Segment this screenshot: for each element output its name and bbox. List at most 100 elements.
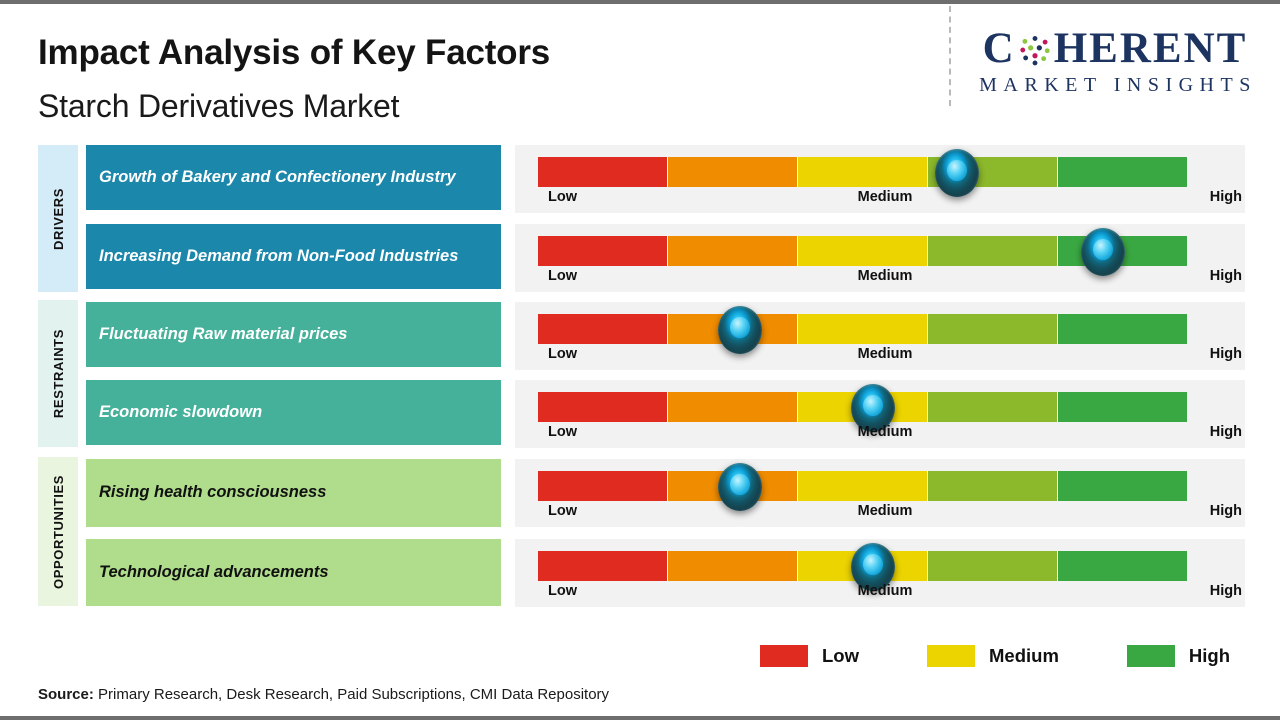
legend-item-medium: Medium (927, 645, 1059, 667)
scale-tick-labels: Low Medium High (538, 346, 1242, 368)
top-divider-rule (0, 0, 1280, 4)
scale-segment-low (538, 314, 668, 344)
impact-scale-bar (538, 157, 1187, 187)
scale-segment-medium-high (928, 314, 1058, 344)
scale-tick-labels: Low Medium High (538, 189, 1242, 211)
scale-segment-low-medium (668, 157, 798, 187)
category-label-restraints: RESTRAINTS (38, 300, 78, 447)
logo-divider-line (949, 6, 951, 106)
logo-letters-herent: HERENT (1053, 24, 1248, 72)
legend-item-high: High (1126, 645, 1230, 667)
scale-segment-high (1058, 392, 1187, 422)
scale-segment-medium-high (928, 471, 1058, 501)
scale-segment-low (538, 157, 668, 187)
impact-scale-bar (538, 314, 1187, 344)
scale-segment-high (1058, 551, 1187, 581)
scale-segment-medium (798, 314, 928, 344)
impact-marker[interactable] (935, 149, 979, 197)
impact-marker[interactable] (718, 463, 762, 511)
impact-scale-bar (538, 392, 1187, 422)
scale-tick-labels: Low Medium High (538, 424, 1242, 446)
scale-segment-medium (798, 157, 928, 187)
scale-tick-labels: Low Medium High (538, 268, 1242, 290)
scale-segment-high (1058, 157, 1187, 187)
scale-segment-low (538, 471, 668, 501)
scale-segment-medium-high (928, 551, 1058, 581)
factor-box-4[interactable]: Economic slowdown (86, 380, 501, 445)
gauge-row-6[interactable]: Low Medium High (515, 539, 1245, 607)
factor-label: Technological advancements (99, 562, 329, 581)
company-logo: C HERENT MARKET INSIGHTS (965, 24, 1265, 102)
scale-segment-low (538, 236, 668, 266)
page-title: Impact Analysis of Key Factors (38, 33, 551, 72)
scale-label-low: Low (548, 424, 577, 440)
gauge-row-5[interactable]: Low Medium High (515, 459, 1245, 527)
scale-segment-low-medium (668, 236, 798, 266)
logo-tagline: MARKET INSIGHTS (979, 74, 1257, 96)
legend-label-medium: Medium (989, 645, 1059, 666)
scale-label-high: High (1209, 268, 1242, 284)
scale-label-high: High (1209, 346, 1242, 362)
impact-marker[interactable] (851, 543, 895, 591)
legend-swatch-low (760, 645, 808, 667)
factor-box-6[interactable]: Technological advancements (86, 539, 501, 606)
bottom-divider-rule (0, 716, 1280, 720)
category-label-opportunities: OPPORTUNITIES (38, 457, 78, 606)
scale-segment-low-medium (668, 551, 798, 581)
legend-item-low: Low (760, 645, 859, 667)
source-value: Primary Research, Desk Research, Paid Su… (93, 686, 610, 703)
scale-label-medium: Medium (857, 189, 913, 205)
scale-tick-labels: Low Medium High (538, 583, 1242, 605)
scale-segment-medium-high (928, 392, 1058, 422)
scale-tick-labels: Low Medium High (538, 503, 1242, 525)
scale-segment-medium-high (928, 236, 1058, 266)
impact-marker[interactable] (1081, 228, 1125, 276)
legend: Low Medium High (760, 645, 1230, 667)
factor-label: Rising health consciousness (99, 483, 327, 502)
factor-box-5[interactable]: Rising health consciousness (86, 459, 501, 527)
scale-label-low: Low (548, 346, 577, 362)
scale-segment-low (538, 551, 668, 581)
scale-label-low: Low (548, 503, 577, 519)
factor-label: Growth of Bakery and Confectionery Indus… (99, 167, 456, 186)
legend-spacer (1059, 645, 1127, 667)
scale-label-low: Low (548, 268, 577, 284)
impact-marker[interactable] (851, 384, 895, 432)
factor-box-3[interactable]: Fluctuating Raw material prices (86, 302, 501, 367)
scale-label-medium: Medium (857, 424, 913, 440)
impact-marker[interactable] (718, 306, 762, 354)
gauge-row-1[interactable]: Low Medium High (515, 145, 1245, 213)
gauge-row-4[interactable]: Low Medium High (515, 380, 1245, 448)
gauge-row-3[interactable]: Low Medium High (515, 302, 1245, 370)
globe-icon (1016, 32, 1053, 68)
scale-label-low: Low (548, 189, 577, 205)
scale-label-medium: Medium (857, 268, 913, 284)
scale-label-medium: Medium (857, 503, 913, 519)
scale-segment-low-medium (668, 392, 798, 422)
factor-box-1[interactable]: Growth of Bakery and Confectionery Indus… (86, 145, 501, 210)
scale-label-medium: Medium (857, 583, 913, 599)
page-subtitle: Starch Derivatives Market (38, 88, 400, 124)
gauge-row-2[interactable]: Low Medium High (515, 224, 1245, 292)
scale-segment-low (538, 392, 668, 422)
legend-swatch-high (1126, 645, 1175, 667)
scale-segment-high (1058, 471, 1187, 501)
factor-label: Fluctuating Raw material prices (99, 324, 348, 343)
factor-box-2[interactable]: Increasing Demand from Non-Food Industri… (86, 224, 501, 289)
legend-label-high: High (1188, 645, 1230, 666)
legend-label-low: Low (822, 645, 859, 666)
logo-wordmark: C HERENT (965, 24, 1265, 72)
factor-label: Economic slowdown (99, 402, 263, 421)
impact-scale-bar (538, 471, 1187, 501)
scale-label-high: High (1209, 503, 1242, 519)
scale-segment-high (1058, 314, 1187, 344)
legend-swatch-medium (927, 645, 975, 667)
factor-label: Increasing Demand from Non-Food Industri… (99, 246, 459, 265)
scale-label-high: High (1209, 189, 1242, 205)
source-label: Source: (38, 686, 94, 703)
legend-spacer (859, 645, 927, 667)
scale-segment-medium (798, 236, 928, 266)
scale-label-low: Low (548, 583, 577, 599)
scale-segment-medium (798, 471, 928, 501)
